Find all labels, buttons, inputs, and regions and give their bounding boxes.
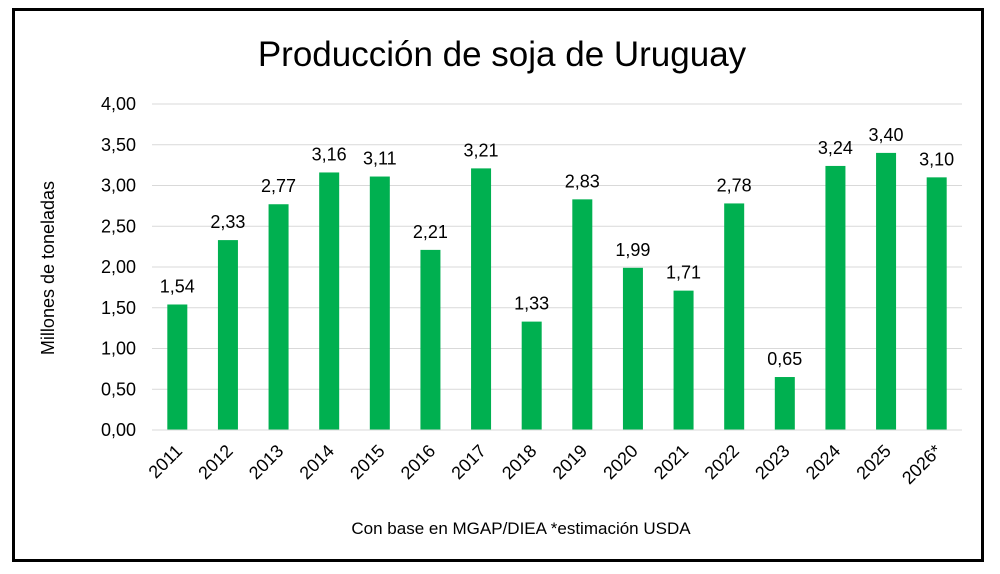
- data-label: 1,71: [666, 263, 701, 283]
- bar: [471, 168, 492, 430]
- x-tick-label: 2013: [245, 441, 287, 483]
- data-label: 2,77: [261, 176, 296, 196]
- bar: [673, 290, 694, 430]
- bar: [319, 172, 340, 430]
- x-tick-label: 2011: [145, 441, 187, 483]
- x-tick-label: 2017: [447, 441, 489, 483]
- data-label: 2,33: [210, 212, 245, 232]
- x-tick-label: 2020: [599, 441, 641, 483]
- data-label: 3,24: [818, 138, 853, 158]
- y-tick-label: 3,50: [101, 135, 136, 155]
- y-tick-label: 2,50: [101, 216, 136, 236]
- x-tick-label: 2019: [549, 441, 591, 483]
- chart-title: Producción de soja de Uruguay: [258, 35, 747, 74]
- y-tick-label: 1,50: [101, 298, 136, 318]
- x-tick-label: 2023: [751, 441, 793, 483]
- y-tick-label: 1,00: [101, 339, 136, 359]
- x-tick-label: 2024: [802, 441, 844, 483]
- bar: [876, 152, 897, 430]
- bar: [825, 165, 846, 430]
- bar: [724, 203, 745, 430]
- x-axis-ticks: 2011 2012 2013 2014 2015 2016 2017 2018 2019 2020…: [145, 441, 946, 488]
- bar: [217, 240, 238, 430]
- bar: [521, 321, 542, 430]
- bar: [369, 176, 390, 430]
- data-label: 2,78: [717, 175, 752, 195]
- data-label: 1,33: [514, 294, 549, 314]
- data-label: 2,21: [413, 222, 448, 242]
- data-label: 0,65: [767, 349, 802, 369]
- source-note: Con base en MGAP/DIEA *estimación USDA: [351, 519, 691, 538]
- data-label: 2,83: [565, 171, 600, 191]
- bar: [622, 267, 643, 430]
- x-tick-label: 2026*: [898, 441, 945, 488]
- x-tick-label: 2018: [498, 441, 540, 483]
- data-label: 3,10: [919, 149, 954, 169]
- y-tick-label: 4,00: [101, 94, 136, 114]
- bar: [420, 249, 441, 430]
- bars: [167, 152, 947, 430]
- bar: [572, 199, 593, 430]
- x-tick-label: 2016: [397, 441, 439, 483]
- bar: [774, 377, 795, 430]
- data-labels: 1,54 2,33 2,77 3,16 3,11 2,21 3,21 1,33 2,83 1,99…: [160, 125, 954, 369]
- x-tick-label: 2012: [194, 441, 236, 483]
- data-label: 1,54: [160, 276, 195, 296]
- data-label: 3,21: [464, 140, 499, 160]
- y-axis-title: Millones de toneladas: [38, 181, 58, 355]
- y-tick-label: 3,00: [101, 176, 136, 196]
- y-tick-label: 2,00: [101, 257, 136, 277]
- data-label: 3,16: [312, 144, 347, 164]
- x-tick-label: 2022: [701, 441, 743, 483]
- data-label: 3,40: [869, 125, 904, 145]
- x-tick-label: 2025: [852, 441, 894, 483]
- bar: [268, 204, 289, 430]
- data-label: 1,99: [615, 240, 650, 260]
- y-tick-label: 0,50: [101, 379, 136, 399]
- y-axis-ticks: 0,00 0,50 1,00 1,50 2,00 2,50 3,00 3,50 4,00: [101, 94, 136, 440]
- y-tick-label: 0,00: [101, 420, 136, 440]
- bar: [167, 304, 188, 430]
- x-tick-label: 2015: [346, 441, 388, 483]
- data-label: 3,11: [363, 149, 397, 169]
- x-tick-label: 2014: [296, 441, 338, 483]
- chart-frame: [12, 8, 984, 562]
- bar: [926, 177, 947, 430]
- x-tick-label: 2021: [650, 441, 692, 483]
